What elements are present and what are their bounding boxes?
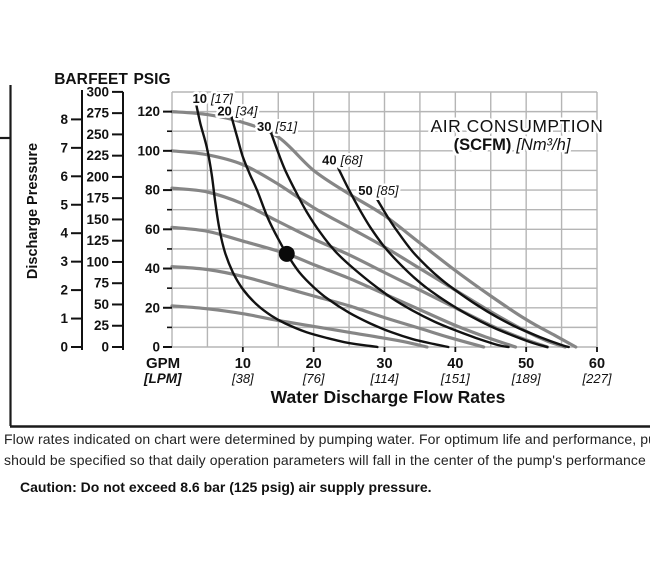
x-tick-label-lpm: [38] <box>231 371 254 386</box>
axis-tick-label: 125 <box>86 233 109 248</box>
axis-tick-label: 50 <box>94 297 109 312</box>
axis-tick-label: 60 <box>145 222 160 237</box>
caption-line-1: Flow rates indicated on chart were deter… <box>4 431 650 447</box>
air-consumption-curve <box>228 110 450 349</box>
chart-subtitle-scfm: (SCFM) <box>454 136 512 154</box>
pump-performance-chart: 8765432103002752502252001751501251007550… <box>0 71 650 428</box>
axis-tick-label: 40 <box>145 261 160 276</box>
x-tick-label-gpm: 40 <box>447 356 463 372</box>
performance-curve <box>170 304 429 349</box>
axis-tick-label: 250 <box>86 127 109 142</box>
y-axis-title: Discharge Pressure <box>25 143 41 279</box>
axis-tick-label: 120 <box>137 104 160 119</box>
psig-axis-header: PSIG <box>133 71 170 88</box>
axis-tick-label: 200 <box>86 169 109 184</box>
x-tick-label-lpm: [189] <box>511 371 541 386</box>
air-curve-label: 40 [68] <box>322 153 363 168</box>
x-axis-title: Water Discharge Flow Rates <box>271 387 506 407</box>
axis-tick-label: 7 <box>60 140 68 155</box>
x-axis-unit-primary: GPM <box>146 355 180 372</box>
axis-tick-label: 300 <box>86 84 109 99</box>
x-tick-label-gpm: 20 <box>306 356 322 372</box>
air-curve-label: 30 [51] <box>257 119 298 134</box>
chart-subtitle: (SCFM) [Nm³/h] <box>454 136 571 154</box>
axis-tick-label: 4 <box>60 226 68 241</box>
air-consumption-curve <box>337 167 549 349</box>
air-curve-label: 50 [85] <box>358 183 399 198</box>
air-consumption-curves <box>194 102 570 349</box>
axis-tick-label: 1 <box>60 311 68 326</box>
air-curve-label: 10 [17] <box>193 91 234 106</box>
performance-curve <box>170 225 518 349</box>
x-tick-label-gpm: 30 <box>376 356 392 372</box>
air-consumption-curve <box>268 128 510 349</box>
x-tick-label-gpm: 50 <box>518 356 534 372</box>
air-consumption-curve <box>376 198 570 349</box>
chart-subtitle-nm3h: [Nm³/h] <box>515 136 571 154</box>
axis-tick-label: 20 <box>145 300 160 315</box>
axis-tick-label: 2 <box>60 283 68 298</box>
air-curve-label: 20 [34] <box>217 104 258 119</box>
axis-tick-label: 25 <box>94 318 110 333</box>
x-tick-label-lpm: [151] <box>440 371 470 386</box>
chart-title: AIR CONSUMPTION <box>431 116 604 136</box>
performance-curve <box>170 110 578 349</box>
curve-labels: 10 [17]20 [34]30 [51] 40 [68] 50 [85] <box>190 88 401 262</box>
x-axis-unit-secondary: [LPM] <box>143 371 182 386</box>
axis-tick-label: 0 <box>60 340 68 355</box>
axis-tick-label: 75 <box>94 276 110 291</box>
axis-tick-label: 225 <box>86 148 109 163</box>
axis-tick-label: 3 <box>60 254 68 269</box>
axis-tick-label: 0 <box>101 340 109 355</box>
axis-tick-label: 150 <box>86 212 109 227</box>
axis-tick-label: 8 <box>60 112 68 127</box>
chart-grid <box>171 91 598 348</box>
feet-axis-header: FEET <box>88 71 128 88</box>
x-tick-label-lpm: [114] <box>370 371 399 386</box>
axis-tick-label: 175 <box>86 191 109 206</box>
axis-tick-label: 275 <box>86 106 109 121</box>
caution-note: Caution: Do not exceed 8.6 bar (125 psig… <box>20 479 432 495</box>
axis-tick-label: 100 <box>86 254 109 269</box>
x-tick-label-gpm: 60 <box>589 356 605 372</box>
axis-tick-label: 80 <box>145 183 160 198</box>
caption-line-2: should be specified so that daily operat… <box>4 452 650 468</box>
x-tick-label-lpm: [227] <box>582 371 612 386</box>
operating-point-marker <box>278 245 295 262</box>
axis-tick-label: 5 <box>60 197 68 212</box>
axis-tick-label: 100 <box>137 143 160 158</box>
axis-tick-label: 6 <box>60 169 68 184</box>
axis-tick-label: 0 <box>152 340 160 355</box>
air-consumption-curve <box>194 102 379 349</box>
axis-rails: 8765432103002752502252001751501251007550… <box>60 84 611 386</box>
bar-axis-header: BAR <box>54 71 88 88</box>
x-tick-label-gpm: 10 <box>235 356 251 372</box>
x-tick-label-lpm: [76] <box>302 371 325 386</box>
